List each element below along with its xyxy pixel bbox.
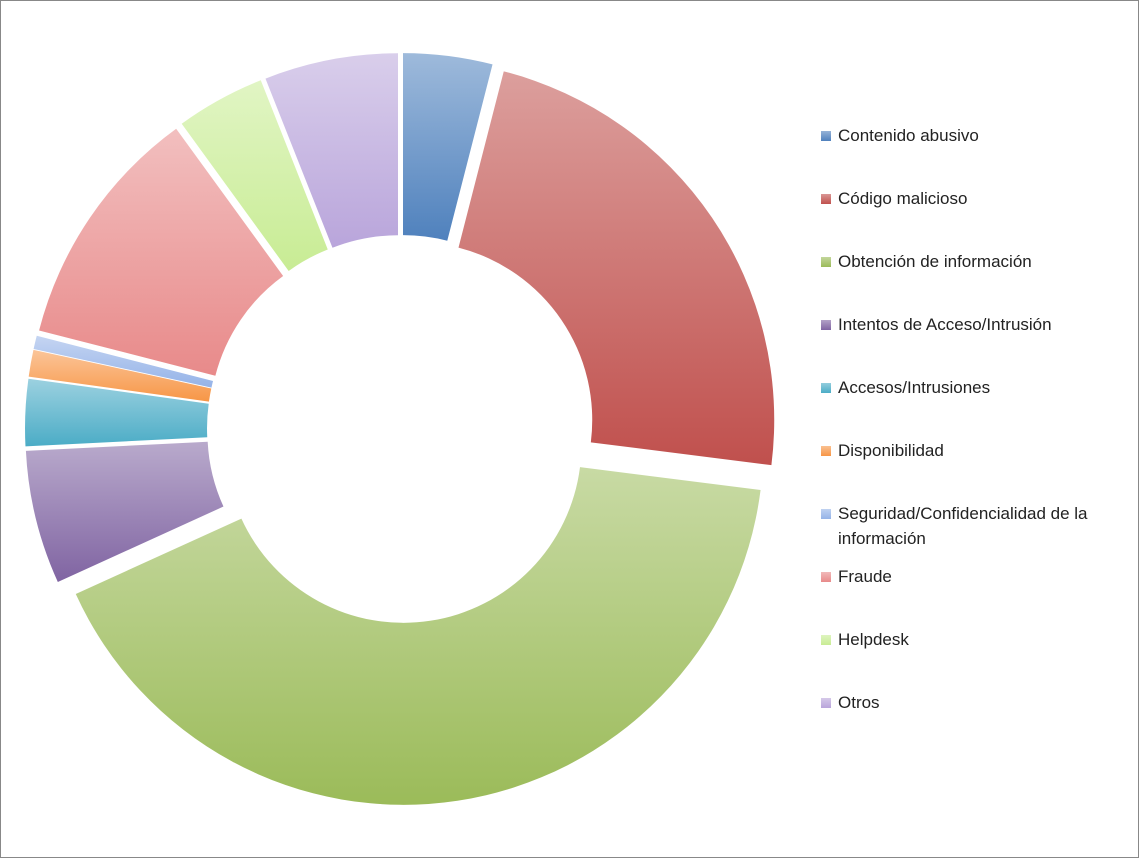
legend-label: Fraude: [838, 567, 892, 586]
legend-label: Código malicioso: [838, 189, 968, 208]
legend-item: Código malicioso: [821, 186, 1121, 249]
legend-swatch: [821, 446, 831, 456]
legend-label: Accesos/Intrusiones: [838, 378, 991, 397]
legend-item: Disponibilidad: [821, 438, 1121, 501]
legend-item: Fraude: [821, 564, 1121, 627]
legend-swatch: [821, 194, 831, 204]
legend: Contenido abusivo Código malicioso Obtenci…: [821, 123, 1121, 753]
donut-slice: [25, 441, 224, 582]
legend-item: Helpdesk: [821, 627, 1121, 690]
legend-swatch: [821, 635, 831, 645]
donut-slice: [181, 80, 328, 271]
donut-slice: [403, 53, 493, 241]
donut-slice: [28, 349, 212, 402]
donut-slice: [458, 71, 775, 466]
legend-swatch: [821, 131, 831, 141]
donut-slice: [39, 128, 284, 376]
legend-item: Contenido abusivo: [821, 123, 1121, 186]
legend-label: Otros: [838, 693, 880, 712]
legend-swatch: [821, 509, 831, 519]
legend-label: Helpdesk: [838, 630, 909, 649]
legend-item: Seguridad/Confidencialidad de la informa…: [821, 501, 1121, 564]
legend-swatch: [821, 257, 831, 267]
legend-swatch: [821, 320, 831, 330]
legend-label: Obtención de información: [838, 252, 1032, 271]
legend-item: Accesos/Intrusiones: [821, 375, 1121, 438]
donut-slice: [25, 378, 209, 447]
donut-slice: [265, 53, 399, 248]
legend-item: Otros: [821, 690, 1121, 753]
legend-label: Intentos de Acceso/Intrusión: [838, 315, 1052, 334]
donut-slice: [75, 467, 761, 805]
donut-slice: [33, 335, 214, 388]
legend-swatch: [821, 383, 831, 393]
plot: [25, 53, 775, 805]
legend-label: Contenido abusivo: [838, 126, 979, 145]
legend-swatch: [821, 698, 831, 708]
legend-label: Seguridad/Confidencialidad de la informa…: [838, 504, 1088, 548]
legend-item: Intentos de Acceso/Intrusión: [821, 312, 1121, 375]
legend-swatch: [821, 572, 831, 582]
legend-item: Obtención de información: [821, 249, 1121, 312]
legend-label: Disponibilidad: [838, 441, 944, 460]
